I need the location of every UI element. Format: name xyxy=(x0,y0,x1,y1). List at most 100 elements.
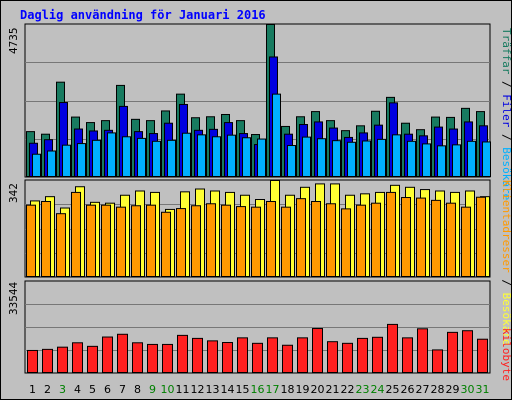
legend-separator: / xyxy=(500,127,512,147)
day-label: 22 xyxy=(341,383,355,396)
hosts-bar xyxy=(401,197,411,277)
pages-bar xyxy=(347,141,356,177)
day-label: 27 xyxy=(416,383,430,396)
kbytes-legend-item: kilobyte xyxy=(500,328,512,381)
hosts-visits-panel xyxy=(24,179,491,278)
day-label: 14 xyxy=(221,383,235,396)
hosts-bar xyxy=(56,213,66,277)
day-label: 17 xyxy=(266,383,280,396)
day-label: 19 xyxy=(296,383,310,396)
hosts-bar xyxy=(431,199,441,278)
pages-bar xyxy=(287,145,296,177)
hosts-bar xyxy=(146,204,156,278)
pages-bar xyxy=(317,138,326,177)
kbytes-bar xyxy=(132,342,143,373)
hosts-bar xyxy=(221,204,231,278)
hosts-bar xyxy=(476,196,486,277)
pages-bar xyxy=(482,141,491,177)
pages-bar xyxy=(107,132,116,177)
kbytes-bar xyxy=(402,337,413,373)
pages-bar xyxy=(62,144,71,178)
pages-bar xyxy=(242,137,251,177)
day-label: 8 xyxy=(134,383,141,396)
hosts-bar xyxy=(281,206,291,277)
kbytes-bar xyxy=(57,346,68,374)
hosts-bar xyxy=(131,205,141,277)
hosts-bar xyxy=(356,204,366,278)
hosts-bar xyxy=(446,202,456,278)
pages-bar xyxy=(407,140,416,177)
legend-separator: / xyxy=(500,74,512,94)
day-label: 15 xyxy=(236,383,250,396)
day-label: 31 xyxy=(476,383,490,396)
kbytes-bar xyxy=(312,328,323,373)
pages-bar xyxy=(92,139,101,177)
hosts-bar xyxy=(311,200,321,277)
kbytes-bar xyxy=(387,323,398,374)
day-label: 20 xyxy=(311,383,325,396)
kbytes-bar xyxy=(432,349,443,373)
day-label: 13 xyxy=(206,383,220,396)
hosts-bar xyxy=(386,191,396,277)
day-label: 11 xyxy=(176,383,190,396)
hosts-legend-item: Klientadresser xyxy=(500,180,512,273)
hosts-bar xyxy=(206,203,216,277)
kbytes-legend: kilobyte xyxy=(500,328,512,381)
day-labels: 1 2 3 4 5 6 7 8 9 10 11 12 13 14 15 16 17 18 19 20 21 22 23 24 2… xyxy=(29,383,490,396)
pages-bar xyxy=(77,143,86,178)
day-label: 16 xyxy=(251,383,265,396)
pages-bar xyxy=(467,140,476,177)
pages-bar xyxy=(392,134,401,177)
hosts-bar xyxy=(191,205,201,277)
kbytes-bar xyxy=(447,331,458,374)
pages-bar xyxy=(47,150,56,177)
pages-bar xyxy=(437,145,446,177)
pages-bar xyxy=(197,134,206,177)
kbytes-bar xyxy=(417,328,428,373)
kbytes-bar xyxy=(462,330,473,374)
pages-bar xyxy=(227,134,236,177)
hits-legend-item: Träffar xyxy=(500,28,512,75)
hosts-bar xyxy=(266,200,276,277)
kbytes-bar xyxy=(42,348,53,373)
day-label: 29 xyxy=(446,383,460,396)
hosts-bar xyxy=(341,208,351,278)
kbytes-bar xyxy=(282,344,293,374)
day-label: 10 xyxy=(161,383,175,396)
day-label: 23 xyxy=(356,383,370,396)
kbytes-bar xyxy=(102,336,113,374)
hits-files-visits-panel xyxy=(24,23,491,178)
pages-bar xyxy=(422,143,431,177)
kbytes-bar xyxy=(177,334,188,373)
pages-bar xyxy=(137,137,146,177)
day-label: 24 xyxy=(371,383,385,396)
day-label: 12 xyxy=(191,383,205,396)
day-label: 26 xyxy=(401,383,415,396)
day-label: 7 xyxy=(119,383,126,396)
hosts-bar xyxy=(176,208,186,277)
pages-bar xyxy=(167,139,176,177)
kbytes-bar xyxy=(357,337,368,373)
kbytes-bar xyxy=(477,338,488,374)
kbytes-bar xyxy=(297,337,308,373)
kbytes-bar xyxy=(162,343,173,373)
hosts-bar xyxy=(101,204,111,278)
day-label: 6 xyxy=(104,383,111,396)
kbytes-bar xyxy=(372,336,383,374)
files-legend-item: Filer xyxy=(500,94,512,127)
kbytes-bar xyxy=(192,337,203,373)
kbytes-bar xyxy=(117,333,128,374)
day-label: 9 xyxy=(149,383,156,396)
pages-bar xyxy=(452,144,461,177)
hits-legend: Träffar / Filer / Besökare xyxy=(500,28,512,200)
pages-bar xyxy=(212,136,221,177)
day-label: 1 xyxy=(29,383,36,396)
hosts-bar xyxy=(296,198,306,278)
hosts-bar xyxy=(116,206,126,277)
pages-bar xyxy=(302,136,311,178)
kbytes-bar xyxy=(342,342,353,373)
day-label: 21 xyxy=(326,383,340,396)
visits-legend-item: Besökare xyxy=(500,293,512,346)
hosts-bar xyxy=(326,203,336,277)
hosts-legend: Klientadresser / Besökare xyxy=(500,180,512,346)
